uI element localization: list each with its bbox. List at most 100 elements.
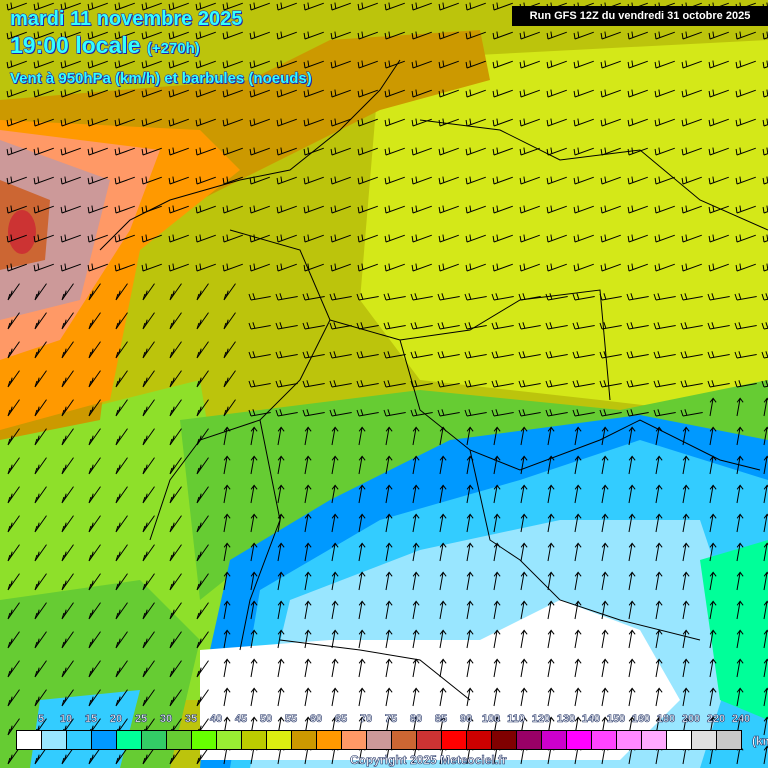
wind-barb [653, 322, 676, 330]
wind-barb [248, 351, 271, 359]
wind-barb [302, 322, 325, 330]
wind-barb [115, 486, 128, 504]
wind-barb [519, 234, 540, 243]
wind-barb [709, 397, 717, 417]
wind-barb [681, 60, 702, 69]
wind-barb [88, 457, 101, 475]
wind-barb [33, 263, 54, 272]
wind-barb [493, 513, 501, 533]
wind-barb [653, 380, 676, 388]
wind-barb [196, 573, 209, 591]
wind-barb [573, 234, 594, 243]
wind-barb [88, 573, 101, 591]
legend-label: 160 [631, 713, 651, 726]
wind-barb [60, 60, 81, 69]
wind-barb [465, 205, 486, 214]
wind-barb [114, 147, 135, 156]
wind-barb [681, 89, 702, 98]
wind-barb [466, 455, 474, 475]
wind-barb [88, 370, 101, 388]
wind-barb [304, 687, 312, 707]
wind-barb [61, 457, 74, 475]
wind-barb [682, 687, 690, 707]
wind-barb [709, 687, 717, 707]
wind-barb [331, 542, 339, 562]
legend-label: 20 [109, 713, 123, 726]
wind-barb [6, 176, 27, 185]
wind-barb [736, 687, 744, 707]
wind-barb [736, 484, 744, 504]
wind-barb [7, 515, 20, 533]
wind-barb [303, 89, 324, 98]
wind-barb [655, 484, 663, 504]
wind-barb [466, 542, 474, 562]
wind-barb [168, 118, 189, 127]
wind-barb [331, 455, 339, 475]
wind-barb [682, 571, 690, 591]
wind-barb [115, 283, 128, 301]
wind-barb [34, 399, 47, 417]
wind-barb [385, 600, 393, 620]
wind-barb [601, 513, 609, 533]
wind-barb [61, 747, 74, 765]
wind-barb [573, 118, 594, 127]
wind-barb [357, 89, 378, 98]
wind-barb [681, 205, 702, 214]
legend-label: 55 [284, 713, 298, 726]
wind-barb [574, 658, 582, 678]
wind-barb [141, 60, 162, 69]
wind-barb [250, 658, 258, 678]
wind-barb [303, 147, 324, 156]
wind-barb [277, 600, 285, 620]
wind-barb [330, 176, 351, 185]
wind-barb [142, 631, 155, 649]
wind-barb [277, 542, 285, 562]
copyright-text: Copyright 2025 Meteociel.fr [350, 753, 507, 768]
wind-barb [547, 687, 555, 707]
wind-barb [546, 234, 567, 243]
wind-barb [735, 263, 756, 272]
wind-barb [169, 486, 182, 504]
wind-barb [249, 263, 270, 272]
wind-barb [34, 341, 47, 359]
wind-barb [411, 234, 432, 243]
legend-label: 50 [259, 713, 273, 726]
wind-barb [223, 484, 231, 504]
wind-barb [196, 457, 209, 475]
wind-barbs [6, 2, 768, 765]
wind-barb [573, 60, 594, 69]
wind-barb [736, 658, 744, 678]
wind-barb [626, 351, 649, 359]
wind-barb [277, 658, 285, 678]
wind-barb [331, 426, 339, 446]
legend-label: 80 [409, 713, 423, 726]
wind-barb [61, 486, 74, 504]
wind-barb [439, 658, 447, 678]
wind-barb [276, 2, 297, 11]
wind-barb [572, 409, 595, 417]
wind-barb [518, 322, 541, 330]
wind-barb [142, 747, 155, 765]
wind-barb [115, 573, 128, 591]
wind-barb [330, 89, 351, 98]
wind-barb [763, 397, 768, 417]
wind-barb [707, 293, 730, 301]
wind-barb [276, 31, 297, 40]
wind-barb [546, 205, 567, 214]
wind-barb [384, 31, 405, 40]
wind-barb [248, 409, 271, 417]
wind-barb [7, 747, 20, 765]
wind-barb [331, 513, 339, 533]
wind-barb [520, 484, 528, 504]
wind-barb [115, 544, 128, 562]
wind-barb [707, 380, 730, 388]
wind-barb [304, 658, 312, 678]
wind-barb [466, 571, 474, 591]
wind-barb [6, 234, 27, 243]
wind-barb [6, 89, 27, 98]
wind-barb [384, 176, 405, 185]
wind-barb [196, 631, 209, 649]
wind-barb [545, 293, 568, 301]
wind-barb [653, 351, 676, 359]
wind-barb [304, 542, 312, 562]
